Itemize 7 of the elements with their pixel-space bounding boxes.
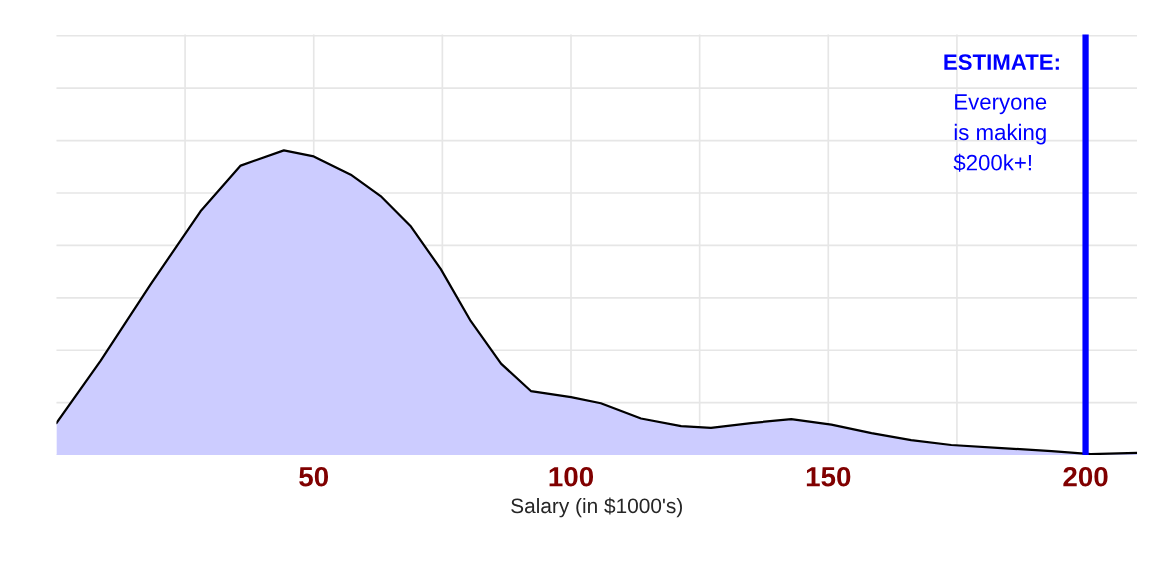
x-axis-title: Salary (in $1000's) bbox=[511, 497, 682, 518]
x-tick-label: 100 bbox=[549, 466, 594, 487]
x-tick-label: 200 bbox=[1063, 466, 1108, 487]
x-tick-label: 50 bbox=[299, 466, 329, 487]
x-tick-label: 150 bbox=[806, 466, 851, 487]
annotation: Everyone is making $200k+! bbox=[953, 94, 1047, 172]
text: ESTIMATE: bbox=[944, 54, 1059, 70]
